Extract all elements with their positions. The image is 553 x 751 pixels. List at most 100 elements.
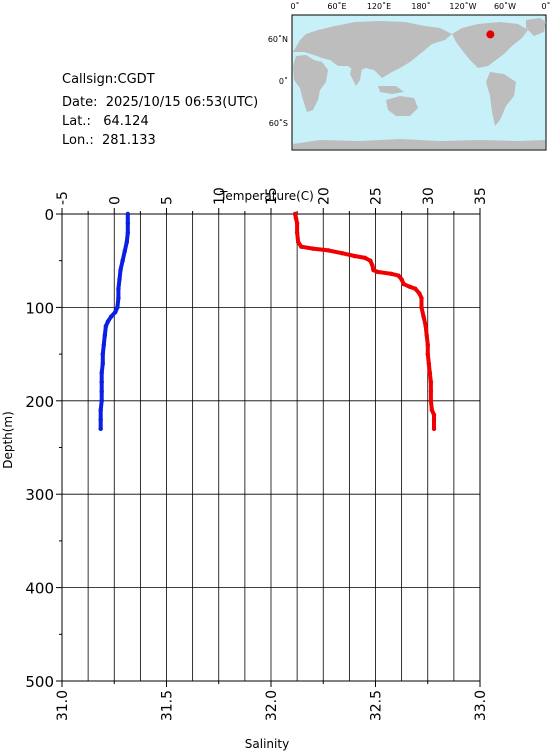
map-lon-label-1: 60˚E xyxy=(327,1,346,11)
profile-point-1 xyxy=(292,211,298,217)
profile-point-0 xyxy=(103,323,109,329)
profile-line-1 xyxy=(293,212,436,431)
profile-point-1 xyxy=(326,248,331,253)
top-tick-label: 15 xyxy=(264,187,280,205)
bottom-axis-title: Salinity xyxy=(245,737,289,751)
date-line: Date: 2025/10/15 06:53(UTC) xyxy=(62,95,258,110)
map-lon-label-2: 120˚E xyxy=(367,1,391,11)
lon-value: 281.133 xyxy=(102,133,156,148)
profile-point-0 xyxy=(105,319,111,324)
map-lon-label-4: 120˚W xyxy=(449,1,476,11)
bottom-tick-label: 31.5 xyxy=(160,690,176,721)
profile-point-1 xyxy=(428,389,434,394)
top-tick-label: 35 xyxy=(473,187,489,205)
plot-grid xyxy=(61,213,481,682)
profile-point-1 xyxy=(428,398,434,403)
top-tick-label: 0 xyxy=(107,196,123,205)
profile-point-0 xyxy=(120,258,125,263)
profile-point-0 xyxy=(99,389,104,394)
profile-point-1 xyxy=(339,251,345,256)
profile-point-0 xyxy=(113,309,118,315)
date-value: 2025/10/15 06:53(UTC) xyxy=(105,95,259,110)
profile-point-0 xyxy=(102,333,108,338)
date-label: Date: xyxy=(62,95,98,110)
profile-point-1 xyxy=(431,412,437,418)
top-tick-label: 10 xyxy=(212,187,228,205)
profile-point-1 xyxy=(401,281,406,287)
profile-point-1 xyxy=(396,273,401,278)
lat-value: 64.124 xyxy=(103,114,149,129)
map-land xyxy=(293,18,546,149)
land-south-america xyxy=(486,72,516,126)
land-indonesia xyxy=(378,86,404,94)
profile-point-1 xyxy=(299,244,304,249)
top-tick-label: 20 xyxy=(316,187,332,205)
profile-point-0 xyxy=(101,342,107,347)
world-map: 0˚ 60˚E 120˚E 180˚ 120˚W 60˚W 0˚ 60˚N 0˚… xyxy=(268,1,551,151)
profile-point-1 xyxy=(424,333,429,338)
profile-point-0 xyxy=(99,370,104,375)
profile-point-0 xyxy=(100,361,105,366)
land-australia xyxy=(386,96,418,116)
left-tick-label: 300 xyxy=(25,486,54,504)
profile-point-1 xyxy=(407,284,413,290)
profile-point-0 xyxy=(125,221,131,226)
map-lat-label-1: 0˚ xyxy=(279,76,288,86)
profile-point-1 xyxy=(399,277,404,282)
profile-point-1 xyxy=(429,407,435,413)
profile-point-0 xyxy=(118,267,123,273)
profile-point-1 xyxy=(428,379,434,385)
profile-point-1 xyxy=(417,291,422,296)
profile-point-1 xyxy=(425,351,430,357)
profile-point-0 xyxy=(98,426,103,432)
profile-point-1 xyxy=(370,263,375,268)
profile-point-1 xyxy=(427,370,433,375)
top-axis-title: Temperature(C) xyxy=(219,189,314,203)
bottom-tick-label: 32.0 xyxy=(264,690,280,721)
profile-point-1 xyxy=(375,269,380,275)
location-marker xyxy=(486,30,495,39)
map-lon-label-0: 0˚ xyxy=(290,1,299,11)
profile-point-0 xyxy=(98,407,103,413)
profile-point-0 xyxy=(100,351,105,357)
profile-point-1 xyxy=(310,246,315,251)
profile-point-0 xyxy=(115,305,120,310)
lat-label: Lat.: xyxy=(62,114,91,129)
profile-point-1 xyxy=(426,361,431,366)
bottom-tick-label: 33.0 xyxy=(473,690,489,721)
profile-point-0 xyxy=(117,277,122,282)
plot-series xyxy=(98,211,437,432)
profile-point-1 xyxy=(294,221,300,226)
land-eurasia xyxy=(293,21,452,78)
profile-point-0 xyxy=(125,230,131,235)
profile-point-0 xyxy=(116,286,121,291)
map-lat-label-2: 60˚S xyxy=(269,118,288,128)
left-tick-label: 0 xyxy=(44,206,54,224)
left-tick-label: 400 xyxy=(25,580,54,598)
profile-point-1 xyxy=(362,255,368,261)
profile-point-0 xyxy=(98,417,103,422)
profile-point-0 xyxy=(108,314,114,319)
profile-point-1 xyxy=(388,271,394,276)
map-lat-label-0: 60˚N xyxy=(268,34,288,44)
profile-point-0 xyxy=(124,239,129,245)
map-lon-label-3: 180˚ xyxy=(411,1,430,11)
top-tick-label: -5 xyxy=(55,191,71,205)
y-axis-title: Depth(m) xyxy=(1,411,15,469)
profile-point-1 xyxy=(423,323,428,329)
profile-point-1 xyxy=(431,426,437,432)
land-india xyxy=(350,66,362,86)
map-lon-label-5: 60˚W xyxy=(494,1,516,11)
callsign-label: Callsign: xyxy=(62,72,118,87)
map-lon-label-6: 0˚ xyxy=(541,1,550,11)
land-antarctica xyxy=(293,139,545,149)
profile-point-1 xyxy=(371,267,376,273)
bottom-tick-label: 31.0 xyxy=(55,690,71,721)
left-tick-label: 500 xyxy=(25,673,54,691)
top-tick-label: 5 xyxy=(160,196,176,205)
profile-point-1 xyxy=(293,216,299,221)
lon-label: Lon.: xyxy=(62,133,94,148)
land-africa xyxy=(293,55,328,112)
lat-line: Lat.: 64.124 xyxy=(62,114,149,129)
